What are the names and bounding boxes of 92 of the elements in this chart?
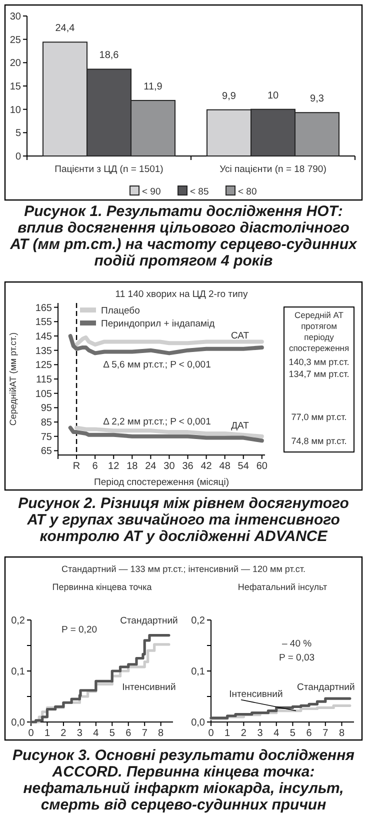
data-label: 9,9 — [222, 90, 236, 102]
x-tick-label: 54 — [238, 461, 250, 472]
y-tick-label: 145 — [35, 331, 52, 342]
x-tick-label: 60 — [256, 461, 268, 472]
annotation: Δ 5,6 мм рт.ст.; P < 0,001 — [103, 359, 211, 370]
x-axis-title: Період спостереження (місяці) — [94, 477, 230, 488]
text: Рисунок 2. Різниця між рівнем досягнутого АТ у групах звичайного та інтенсивного контролю АТ у дослідженні ADVANCE — [18, 495, 349, 545]
chart-title: Нефатальний інсульт — [238, 582, 328, 592]
text: Середній АТ протягом періоду спостереження — [288, 310, 350, 353]
x-tick-label: 1 — [224, 728, 231, 739]
x-tick-label: 0 — [28, 728, 34, 739]
x-tick-label: 3 — [257, 728, 264, 739]
legend-label: Периндоприл + індапамід — [101, 318, 216, 330]
x-tick-label: 6 — [306, 728, 312, 739]
x-tick-label: 4 — [93, 728, 100, 739]
y-tick-label: 65 — [40, 446, 52, 458]
data-label: 11,9 — [144, 81, 163, 92]
x-tick-label: 2 — [240, 728, 247, 739]
data-label: 18,6 — [99, 50, 120, 62]
y-tick-label: 5 — [15, 128, 22, 140]
x-tick-label: 6 — [92, 461, 98, 472]
series-label: Стандартний — [120, 616, 178, 627]
y-tick-label: 0,1 — [191, 666, 206, 678]
y-tick-label: 75 — [40, 432, 52, 443]
annotation: ДАТ — [231, 420, 250, 432]
y-tick-label: 0,0 — [11, 718, 26, 728]
x-tick-label: 7 — [142, 728, 148, 739]
y-tick-label: 0,2 — [11, 616, 26, 626]
x-tick-label: 2 — [60, 728, 67, 739]
y-tick-label: 165 — [35, 302, 52, 314]
legend-label: < 85 — [190, 186, 209, 198]
series-label: Інтенсивний — [122, 682, 176, 693]
x-tick-label: 7 — [322, 728, 329, 739]
legend-label: Плацебо — [101, 305, 140, 316]
text: 77,0 мм рт.ст. — [291, 412, 347, 422]
x-tick-label: Пацієнти з ЦД (n = 1501) — [54, 164, 164, 175]
y-tick-label: 0,1 — [11, 666, 26, 678]
text: Рисунок 3. Основні результати дослідження ACCORD. Первинна кінцева точка: нефатальний інфаркт міокарда, інсульт, смерть від серцево-судинних причин — [12, 747, 355, 814]
x-tick-label: 48 — [219, 461, 231, 472]
x-tick-label: 24 — [145, 461, 157, 472]
x-tick-label: 3 — [76, 728, 83, 739]
legend-label: < 80 — [238, 186, 257, 198]
x-tick-label: R — [72, 461, 80, 472]
chart-subtitle: Стандартний — 133 мм рт.ст.; інтенсивний — 120 мм рт.ст. — [62, 564, 306, 574]
x-tick-label: 30 — [164, 461, 176, 472]
y-tick-label: 0,0 — [191, 718, 206, 728]
y-tick-label: 20 — [10, 58, 22, 70]
y-tick-label: 85 — [40, 418, 52, 429]
data-label: 9,3 — [310, 94, 324, 105]
chart-subtitle: 11 140 хворих на ЦД 2-го типу — [115, 289, 248, 300]
y-tick-label: 115 — [36, 374, 52, 386]
series-label: Інтенсивний — [229, 689, 283, 700]
x-tick-label: 6 — [126, 728, 132, 739]
y-tick-label: 25 — [10, 34, 22, 46]
text: 74,8 мм рт.ст. — [291, 436, 347, 446]
text: Рисунок 1. Результати дослідження НОТ: вплив досягнення цільового діастолічного АТ (мм рт.ст.) на частоту серцево-судинних подій протягом 4 років — [9, 203, 358, 270]
annotation: – 40 % — [282, 638, 312, 650]
x-tick-label: 4 — [274, 728, 280, 739]
x-tick-label: 1 — [44, 728, 50, 739]
x-tick-label: 8 — [338, 728, 345, 739]
x-tick-label: Усі пацієнти (n = 18 790) — [220, 164, 326, 175]
data-label: 10 — [267, 90, 279, 102]
x-tick-label: 42 — [200, 461, 212, 472]
x-tick-label: 5 — [290, 728, 296, 739]
y-tick-label: 155 — [35, 317, 52, 328]
y-tick-label: 95 — [40, 403, 52, 414]
x-tick-label: 36 — [182, 461, 194, 472]
x-tick-label: 12 — [108, 461, 120, 472]
annotation: P = 0,03 — [279, 652, 315, 664]
text: 140,3 мм рт.ст. — [288, 357, 350, 367]
series-label: Стандартний — [297, 682, 355, 693]
y-tick-label: 0 — [15, 152, 22, 162]
legend-label: < 90 — [142, 186, 161, 198]
x-tick-label: 18 — [126, 461, 138, 472]
y-tick-label: 105 — [35, 388, 52, 400]
y-tick-label: 30 — [10, 12, 22, 22]
chart-title: Первинна кінцева точка — [52, 582, 152, 592]
y-axis-title: СереднійАТ (мм рт.ст.) — [8, 332, 18, 426]
annotation: САТ — [230, 330, 250, 342]
x-tick-label: 5 — [109, 728, 116, 739]
annotation: Δ 2,2 мм рт.ст.; P < 0,001 — [103, 416, 211, 428]
y-tick-label: 135 — [35, 346, 52, 357]
text: 134,7 мм рт.ст. — [288, 369, 350, 379]
annotation: P = 0,20 — [62, 624, 98, 636]
y-tick-label: 15 — [10, 82, 22, 92]
x-tick-label: 8 — [158, 728, 164, 739]
y-tick-label: 125 — [35, 360, 52, 372]
line-series — [68, 334, 264, 356]
data-label: 24,4 — [55, 23, 76, 34]
y-tick-label: 0,2 — [191, 616, 206, 626]
y-tick-label: 10 — [10, 104, 22, 116]
x-tick-label: 0 — [208, 728, 214, 739]
